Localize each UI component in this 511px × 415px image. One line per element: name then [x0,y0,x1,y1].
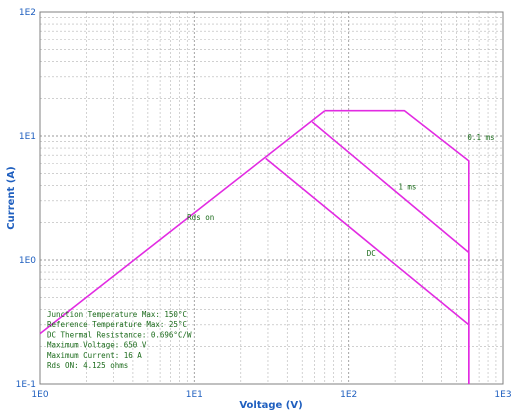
series-annotations: Rds on 0.1 ms 1 ms DC [187,133,494,258]
series-group [39,109,470,384]
info-line: Reference Temperature Max: 25°C [47,320,187,329]
series-line [39,110,326,335]
info-line: Junction Temperature Max: 150°C [47,310,187,319]
series-label: DC [367,249,376,258]
x-tick-label: 1E3 [494,390,511,400]
y-tick-label: 1E1 [19,132,36,142]
info-line: Maximum Current: 16 A [47,351,142,360]
grid [40,12,503,384]
series-line [311,121,470,384]
x-tick-label: 1E1 [186,390,203,400]
y-tick-label: 1E2 [19,8,36,18]
series-label: 1 ms [398,183,416,192]
x-tick-label: 1E0 [31,390,48,400]
info-line: DC Thermal Resistance: 0.696°C/W [47,330,192,339]
y-tick-label: 1E-1 [16,380,36,390]
plot-frame [39,11,504,385]
series-label: 0.1 ms [467,133,494,142]
y-axis-title: Current (A) [6,166,17,229]
series-label: Rds on [187,213,214,222]
info-box: Junction Temperature Max: 150°CReference… [47,310,192,370]
y-tick-label: 1E0 [19,256,36,266]
x-tick-label: 1E2 [340,390,357,400]
series-line [265,157,470,326]
info-line: Maximum Voltage: 650 V [47,341,147,350]
x-axis-title: Voltage (V) [239,400,302,411]
plot-background [40,12,503,384]
info-line: Rds ON: 4.125 ohms [47,361,128,370]
